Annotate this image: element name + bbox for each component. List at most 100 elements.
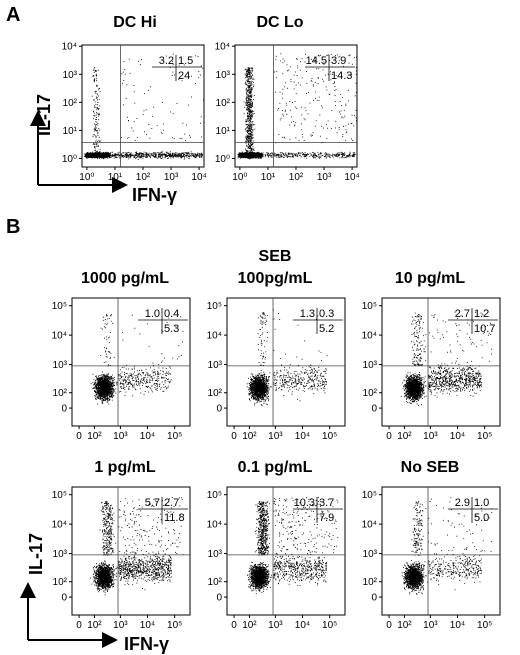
y-tick-label: 0 [371, 404, 377, 415]
x-tick-label: 10⁵ [322, 431, 337, 442]
y-tick-label: 10³ [363, 360, 378, 371]
quadrant-upper-right-value: 1.2 [474, 308, 489, 320]
x-tick-label: 0 [76, 431, 82, 442]
x-tick-label: 10³ [113, 431, 128, 442]
x-tick-label: 10⁵ [322, 620, 337, 631]
y-tick-label: 10³ [63, 70, 78, 81]
x-tick-label: 0 [231, 620, 237, 631]
y-tick-label: 10³ [208, 549, 223, 560]
y-tick-label: 10² [53, 577, 68, 588]
x-tick-label: 10³ [268, 620, 283, 631]
y-tick-label: 10³ [363, 549, 378, 560]
x-tick-label: 10² [397, 620, 412, 631]
y-tick-label: 10⁴ [207, 331, 222, 342]
y-tick-label: 10¹ [216, 126, 231, 137]
y-tick-label: 10¹ [63, 126, 78, 137]
quadrant-upper-right-value: 0.4 [164, 308, 179, 320]
x-tick-label: 10⁴ [295, 431, 310, 442]
quadrant-upper-left-value: 2.9 [455, 497, 470, 509]
x-tick-label: 10³ [113, 620, 128, 631]
quadrant-upper-right-value: 0.3 [319, 308, 334, 320]
y-tick-label: 10⁵ [362, 301, 377, 312]
x-tick-label: 10³ [317, 172, 332, 183]
y-tick-label: 10³ [53, 360, 68, 371]
quadrant-upper-left-value: 2.7 [455, 308, 470, 320]
y-tick-label: 10² [63, 98, 78, 109]
x-tick-label: 0 [231, 431, 237, 442]
x-tick-label: 10³ [423, 431, 438, 442]
quadrant-upper-right-value: 1.5 [178, 55, 193, 67]
y-tick-label: 0 [216, 404, 222, 415]
x-tick-label: 10⁵ [167, 431, 182, 442]
x-tick-label: 10² [87, 620, 102, 631]
quadrant-upper-right-value: 2.7 [164, 497, 179, 509]
x-tick-label: 10¹ [108, 172, 123, 183]
x-tick-label: 10⁵ [477, 620, 492, 631]
x-tick-label: 10⁴ [344, 172, 359, 183]
y-tick-label: 10⁰ [62, 154, 77, 165]
y-tick-label: 10⁴ [362, 520, 377, 531]
x-tick-label: 10² [397, 431, 412, 442]
x-tick-label: 10⁵ [477, 431, 492, 442]
quadrant-upper-right-value: 3.9 [331, 55, 346, 67]
x-tick-label: 10² [242, 431, 257, 442]
y-tick-label: 10⁵ [52, 301, 67, 312]
y-tick-label: 10² [216, 98, 231, 109]
y-tick-label: 10⁴ [215, 42, 230, 53]
y-tick-label: 10⁵ [52, 490, 67, 501]
quadrant-lower-right-value: 5.3 [164, 323, 179, 335]
y-tick-label: 10⁴ [207, 520, 222, 531]
x-tick-label: 10⁴ [140, 431, 155, 442]
y-tick-label: 10² [53, 388, 68, 399]
quadrant-lower-right-value: 5.2 [319, 323, 334, 335]
y-tick-label: 0 [371, 593, 377, 604]
y-tick-label: 10³ [208, 360, 223, 371]
x-tick-label: 10² [289, 172, 304, 183]
quadrant-upper-right-value: 1.0 [474, 497, 489, 509]
x-tick-label: 0 [386, 620, 392, 631]
y-tick-label: 10³ [53, 549, 68, 560]
y-tick-label: 10⁰ [215, 154, 230, 165]
x-tick-label: 10⁴ [140, 620, 155, 631]
y-tick-label: 0 [216, 593, 222, 604]
y-tick-label: 10² [208, 388, 223, 399]
quadrant-upper-left-value: 10.3 [294, 497, 315, 509]
x-tick-label: 10⁴ [295, 620, 310, 631]
quadrant-lower-right-value: 7.9 [319, 512, 334, 524]
quadrant-upper-left-value: 5.7 [145, 497, 160, 509]
x-tick-label: 0 [386, 431, 392, 442]
quadrant-lower-right-value: 11.8 [164, 512, 185, 524]
y-tick-label: 10² [363, 388, 378, 399]
x-tick-label: 10³ [268, 431, 283, 442]
x-tick-label: 10⁰ [79, 172, 94, 183]
y-tick-label: 10⁵ [362, 490, 377, 501]
quadrant-upper-left-value: 3.2 [159, 55, 174, 67]
y-tick-label: 10³ [216, 70, 231, 81]
y-tick-label: 10⁴ [362, 331, 377, 342]
x-tick-label: 10⁵ [167, 620, 182, 631]
quadrant-lower-right-value: 24 [178, 70, 190, 82]
x-tick-label: 10² [242, 620, 257, 631]
y-tick-label: 0 [61, 404, 67, 415]
x-tick-label: 10² [87, 431, 102, 442]
quadrant-upper-left-value: 1.3 [300, 308, 315, 320]
y-tick-label: 10⁴ [52, 331, 67, 342]
y-tick-label: 10⁵ [207, 490, 222, 501]
quadrant-lower-right-value: 5.0 [474, 512, 489, 524]
x-tick-label: 10³ [164, 172, 179, 183]
y-tick-label: 10² [208, 577, 223, 588]
y-tick-label: 10² [363, 577, 378, 588]
x-tick-label: 10⁰ [232, 172, 247, 183]
y-tick-label: 0 [61, 593, 67, 604]
x-tick-label: 10³ [423, 620, 438, 631]
x-tick-label: 10¹ [261, 172, 276, 183]
quadrant-lower-right-value: 10.7 [474, 323, 495, 335]
